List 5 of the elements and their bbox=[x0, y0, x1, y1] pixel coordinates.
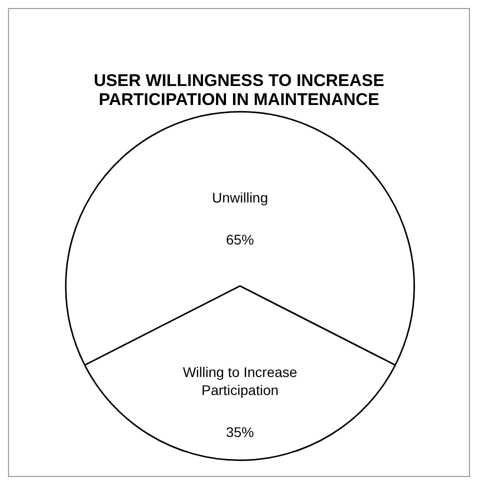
data-label: 35% bbox=[226, 424, 254, 440]
slice-label: Willing to Increase Participation bbox=[182, 364, 298, 398]
chart-title: USER WILLINGNESS TO INCREASE PARTICIPATION IN MAINTENANCE bbox=[92, 71, 386, 109]
slice-label: Unwilling bbox=[212, 190, 268, 206]
data-label: 65% bbox=[226, 232, 254, 248]
